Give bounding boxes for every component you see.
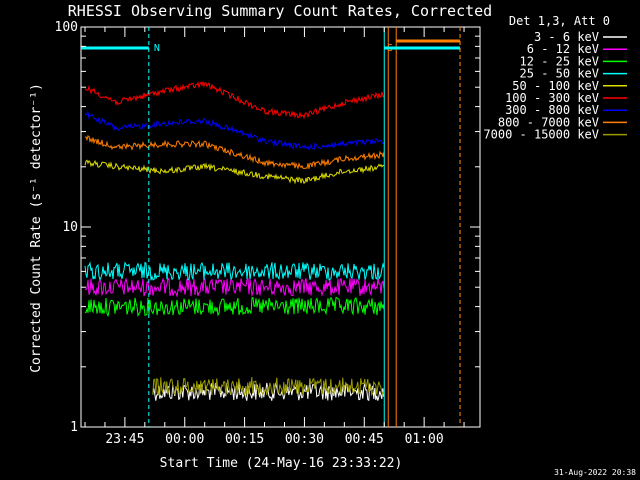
- x-tick-label-3: 00:30: [285, 432, 324, 447]
- x-tick-label-5: 01:00: [405, 432, 444, 447]
- series-layer: [84, 81, 385, 402]
- y-tick-label-0: 1: [70, 420, 78, 435]
- legend-label-8: 7000 - 15000 keV: [483, 128, 599, 142]
- legend-label-4: 50 - 100 keV: [512, 79, 599, 93]
- x-axis-label: Start Time (24-May-16 23:33:22): [160, 456, 403, 471]
- series-line-2: [84, 296, 385, 318]
- annotation-label-0: N: [154, 43, 160, 54]
- series-line-5: [84, 81, 385, 120]
- legend-label-2: 12 - 25 keV: [520, 54, 599, 68]
- timestamp: 31-Aug-2022 20:38: [554, 468, 636, 477]
- legend-label-0: 3 - 6 keV: [534, 30, 599, 44]
- plot-area: NS 1 10 100 23:45 00:00 00:15 00:30 00:45 01:00: [55, 20, 481, 447]
- y-axis-label: Corrected Count Rate (s⁻¹ detector⁻¹): [29, 83, 44, 373]
- legend-label-7: 800 - 7000 keV: [498, 115, 599, 129]
- series-line-8: [152, 377, 385, 397]
- series-line-3: [84, 261, 385, 281]
- x-tick-label-0: 23:45: [105, 432, 144, 447]
- series-line-4: [84, 159, 385, 185]
- series-line-1: [84, 276, 385, 298]
- y-tick-label-1: 10: [62, 220, 78, 235]
- legend-label-6: 300 - 800 keV: [505, 103, 599, 117]
- axis-layer: 1 10 100 23:45 00:00 00:15 00:30 00:45 01:00: [55, 20, 480, 447]
- legend-title: Det 1,3, Att 0: [509, 14, 610, 28]
- chart-title: RHESSI Observing Summary Count Rates, Co…: [68, 2, 492, 20]
- x-tick-label-2: 00:15: [225, 432, 264, 447]
- x-tick-label-4: 00:45: [345, 432, 384, 447]
- series-line-7: [84, 135, 385, 170]
- series-line-6: [84, 110, 385, 151]
- legend-label-3: 25 - 50 keV: [520, 67, 599, 81]
- y-tick-label-2: 100: [55, 20, 78, 35]
- annotation-layer: NS: [81, 39, 461, 54]
- legend-label-1: 6 - 12 keV: [527, 42, 599, 56]
- marker-layer: [148, 27, 461, 427]
- x-tick-label-1: 00:00: [165, 432, 204, 447]
- legend-label-5: 100 - 300 keV: [505, 91, 599, 105]
